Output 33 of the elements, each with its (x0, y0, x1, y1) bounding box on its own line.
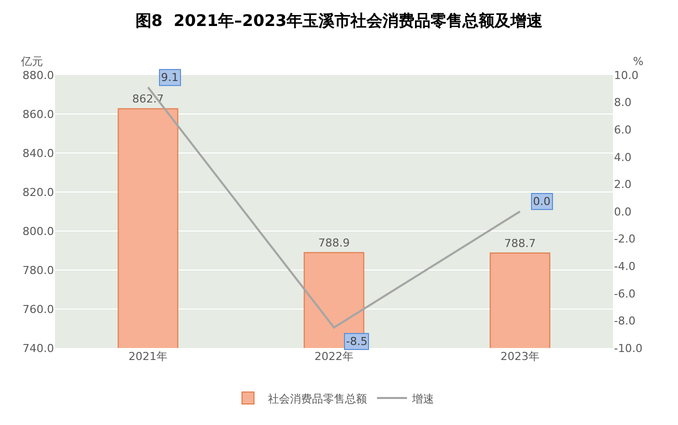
y-tick-label: 740.0 (22, 342, 54, 355)
y2-tick-label: -2.0 (614, 232, 636, 246)
y-tick-label: 780.0 (22, 264, 54, 277)
legend-label: 社会消费品零售总额 (268, 392, 367, 406)
y-tick-label: 800.0 (22, 224, 54, 238)
data-label: 788.9 (318, 236, 350, 250)
y2-tick-label: 2.0 (614, 178, 632, 192)
y-tick-label: 880.0 (22, 68, 54, 82)
y2-tick-label: 10.0 (614, 68, 638, 82)
y2-tick-label: 8.0 (614, 96, 632, 110)
y2-tick-label: 6.0 (614, 123, 632, 136)
data-label: 788.7 (504, 237, 536, 250)
x-tick-label: 2023年 (500, 350, 540, 363)
x-tick-label: 2022年 (314, 350, 354, 363)
y2-tick-label: -6.0 (614, 287, 636, 300)
y2-tick-label: 4.0 (614, 150, 632, 164)
y-tick-label: 760.0 (22, 302, 54, 316)
y2-axis-title: % (633, 55, 644, 68)
chart-title: 图8 2021年–2023年玉溪市社会消费品零售总额及增速 (135, 11, 544, 30)
x-tick-label: 2021年 (128, 350, 168, 363)
data-label: 0.0 (533, 195, 550, 208)
y2-tick-label: -4.0 (614, 260, 636, 273)
y2-tick-label: -8.0 (614, 314, 636, 328)
y-axis-title: 亿元 (20, 55, 43, 68)
legend-label: 增速 (411, 392, 434, 406)
y-tick-label: 860.0 (22, 108, 54, 121)
y2-tick-label: 0.0 (614, 205, 632, 218)
data-label: 9.1 (161, 71, 178, 84)
y2-tick-label: -10.0 (614, 342, 642, 355)
y-tick-label: 820.0 (22, 186, 54, 199)
y-tick-label: 840.0 (22, 146, 54, 160)
data-label: -8.5 (346, 335, 368, 348)
data-label: 862.7 (132, 92, 164, 106)
